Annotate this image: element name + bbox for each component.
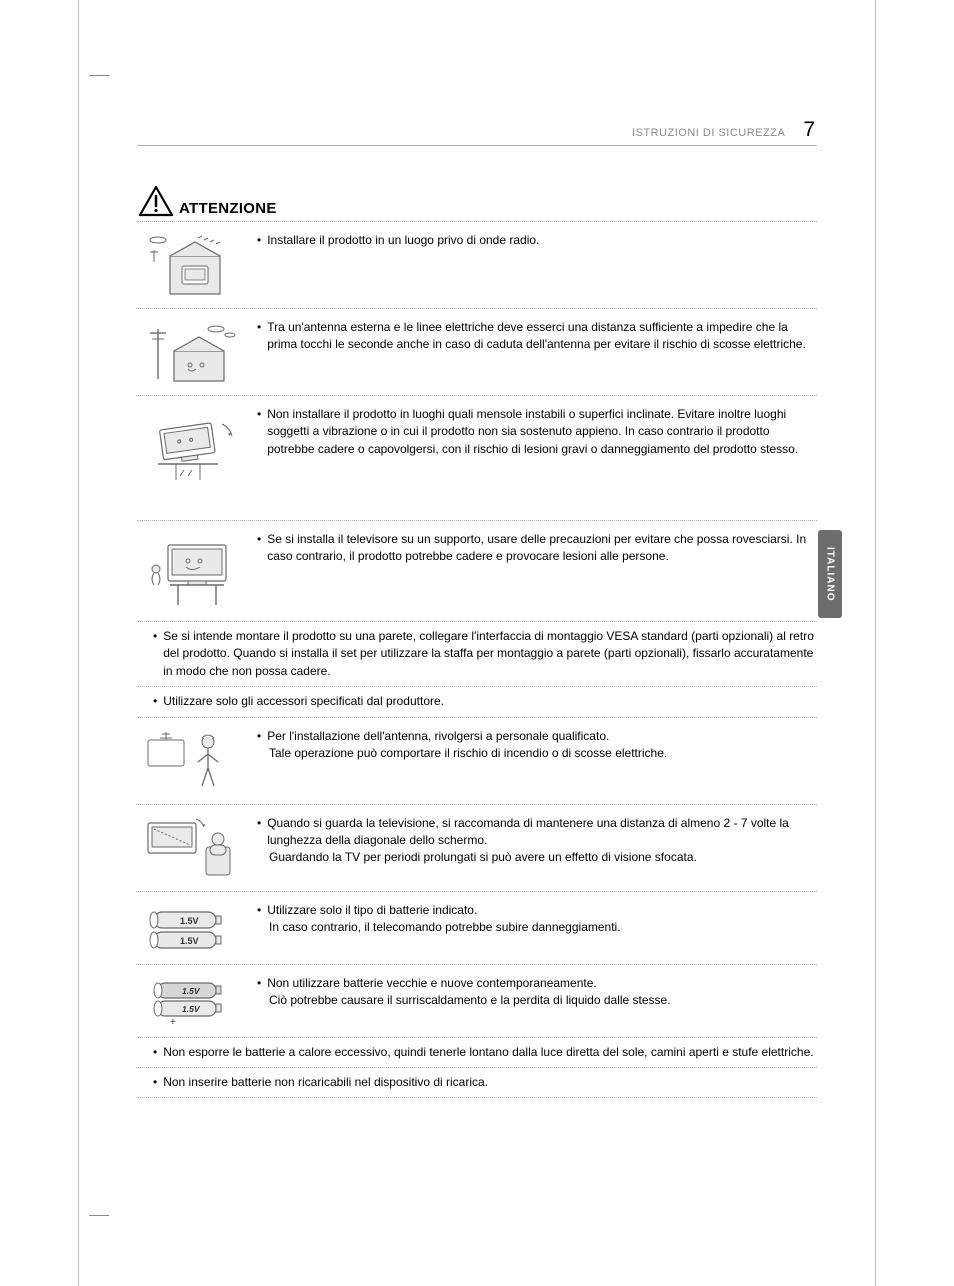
illustration-old-new-batteries: 1.5V 1.5V +	[137, 973, 243, 1029]
separator	[137, 686, 817, 687]
content-area: ATTENZIONE Installare il prodotto in un …	[137, 185, 817, 1100]
crop-mark	[89, 75, 109, 76]
separator	[137, 308, 817, 309]
warning-icon	[137, 185, 175, 217]
caution-item: Utilizzare solo gli accessori specificat…	[137, 689, 817, 714]
language-tab: ITALIANO	[818, 530, 842, 618]
caution-subtext: Guardando la TV per periodi prolungati s…	[257, 849, 817, 866]
separator	[137, 395, 817, 396]
separator	[137, 804, 817, 805]
separator	[137, 1097, 817, 1098]
page-frame: ISTRUZIONI DI SICUREZZA 7 ITALIANO ATTEN…	[78, 0, 876, 1286]
caution-item: Installare il prodotto in un luogo privo…	[137, 224, 817, 306]
illustration-viewing-distance	[137, 813, 243, 883]
crop-mark	[89, 1215, 109, 1216]
header-rule	[137, 145, 817, 146]
svg-text:1.5V: 1.5V	[180, 916, 199, 926]
separator	[137, 964, 817, 965]
caution-text: Utilizzare solo gli accessori specificat…	[163, 693, 444, 710]
caution-text: Non utilizzare batterie vecchie e nuove …	[267, 975, 597, 992]
caution-subtext: Tale operazione può comportare il rischi…	[257, 745, 817, 762]
caution-text: Tra un'antenna esterna e le linee elettr…	[267, 319, 817, 354]
separator	[137, 1067, 817, 1068]
caution-subtext: Ciò potrebbe causare il surriscaldamento…	[257, 992, 817, 1009]
caution-text: Quando si guarda la televisione, si racc…	[267, 815, 817, 850]
separator	[137, 717, 817, 718]
illustration-radio-waves	[137, 230, 243, 300]
caution-item: Non inserire batterie non ricaricabili n…	[137, 1070, 817, 1095]
caution-text: Non inserire batterie non ricaricabili n…	[163, 1074, 488, 1091]
caution-text: Per l'installazione dell'antenna, rivolg…	[267, 728, 609, 745]
caution-text: Non esporre le batterie a calore eccessi…	[163, 1044, 813, 1061]
caution-heading-text: ATTENZIONE	[179, 200, 277, 217]
illustration-tv-stand	[137, 529, 243, 613]
caution-item: 1.5V 1.5V Utilizzare solo il tipo di bat…	[137, 894, 817, 962]
caution-item: Tra un'antenna esterna e le linee elettr…	[137, 311, 817, 393]
separator	[137, 221, 817, 222]
separator	[137, 891, 817, 892]
illustration-batteries: 1.5V 1.5V	[137, 900, 243, 956]
caution-heading: ATTENZIONE	[137, 185, 817, 217]
separator	[137, 520, 817, 521]
caution-item: Quando si guarda la televisione, si racc…	[137, 807, 817, 889]
illustration-unstable-shelf	[137, 404, 243, 488]
illustration-antenna-installer	[137, 726, 243, 796]
caution-text: Se si intende montare il prodotto su una…	[163, 628, 817, 680]
svg-text:1.5V: 1.5V	[182, 986, 201, 996]
section-label: ISTRUZIONI DI SICUREZZA	[632, 127, 785, 139]
caution-subtext: In caso contrario, il telecomando potreb…	[257, 919, 817, 936]
caution-item: Se si installa il televisore su un suppo…	[137, 523, 817, 619]
caution-text: Installare il prodotto in un luogo privo…	[267, 232, 539, 249]
illustration-antenna-powerlines	[137, 317, 243, 387]
svg-text:+: +	[170, 1017, 176, 1028]
page-number: 7	[803, 118, 815, 142]
caution-item: Se si intende montare il prodotto su una…	[137, 624, 817, 684]
caution-text: Se si installa il televisore su un suppo…	[267, 531, 817, 566]
separator	[137, 621, 817, 622]
caution-item: Non installare il prodotto in luoghi qua…	[137, 398, 817, 494]
svg-text:1.5V: 1.5V	[182, 1004, 201, 1014]
separator	[137, 1037, 817, 1038]
caution-item: Non esporre le batterie a calore eccessi…	[137, 1040, 817, 1065]
caution-text: Utilizzare solo il tipo di batterie indi…	[267, 902, 477, 919]
svg-text:1.5V: 1.5V	[180, 936, 199, 946]
caution-item: Per l'installazione dell'antenna, rivolg…	[137, 720, 817, 802]
caution-text: Non installare il prodotto in luoghi qua…	[267, 406, 817, 458]
page-header: ISTRUZIONI DI SICUREZZA 7	[632, 118, 815, 142]
language-tab-label: ITALIANO	[825, 547, 836, 601]
caution-item: 1.5V 1.5V + Non utilizzare batterie vecc…	[137, 967, 817, 1035]
